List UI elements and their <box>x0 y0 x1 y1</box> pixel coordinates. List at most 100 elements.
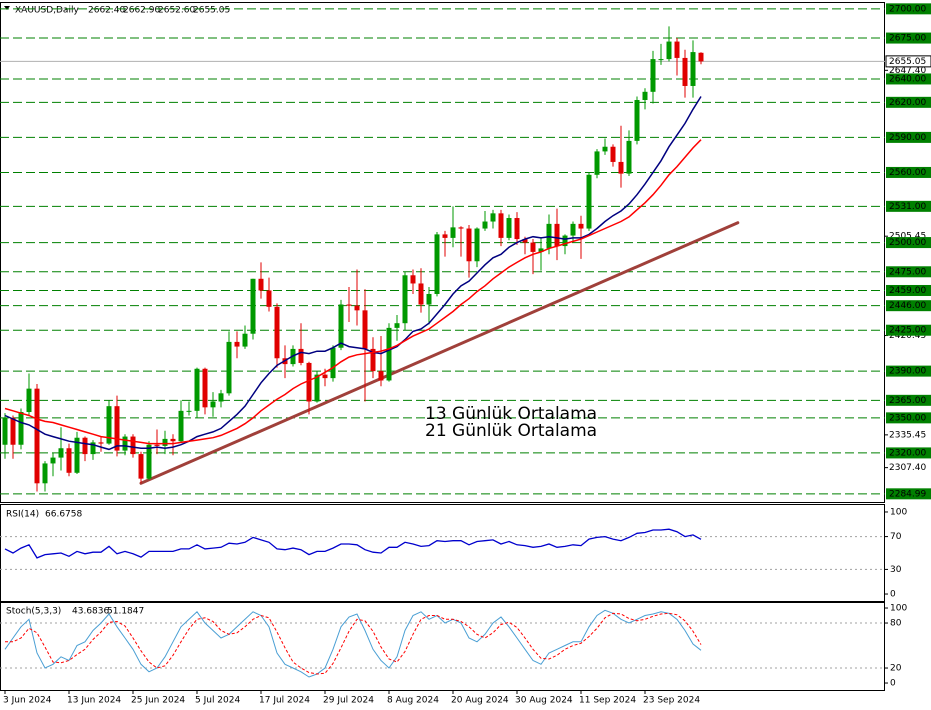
candle-body <box>34 388 40 484</box>
level-label-box <box>886 237 931 249</box>
header-value: 2655.05 <box>193 6 230 16</box>
candle-body <box>66 448 72 473</box>
candle-body <box>330 347 336 379</box>
candle-body <box>250 278 256 334</box>
candle-body <box>138 454 144 479</box>
candle-body <box>26 388 32 413</box>
x-tick-label: 5 Jul 2024 <box>195 696 240 706</box>
candle-body <box>474 228 480 262</box>
candle-body <box>106 406 112 444</box>
series-label: 13 Günlük Ortalama <box>425 404 597 424</box>
level-label-box <box>886 300 931 312</box>
candle-body <box>10 417 16 445</box>
candle-body <box>674 41 680 58</box>
header-value: 2662.90 <box>123 6 160 16</box>
candle-body <box>298 348 304 363</box>
level-label-box <box>886 412 931 424</box>
candle-body <box>610 146 616 162</box>
x-tick-label: 30 Aug 2024 <box>515 696 573 706</box>
candle-body <box>130 436 136 455</box>
level-label: 2560.00 <box>889 168 926 178</box>
candle-body <box>170 438 176 442</box>
price-panel-frame <box>0 2 885 503</box>
level-label: 2390.00 <box>889 367 926 377</box>
candle-body <box>498 213 504 238</box>
candle-body <box>146 444 152 479</box>
candle-body <box>338 304 344 348</box>
header-value: 2652.60 <box>158 6 195 16</box>
level-label-box <box>886 447 931 459</box>
level-label-box <box>886 166 931 178</box>
moving-average <box>4 139 702 445</box>
level-label: 2320.00 <box>889 448 926 458</box>
y-tick-label: 2647.40 <box>889 66 926 76</box>
header-marker <box>4 6 10 10</box>
level-label: 2700.00 <box>889 4 926 14</box>
last-price-label: 2655.05 <box>889 57 926 67</box>
moving-average <box>4 96 702 451</box>
candle-body <box>490 213 496 222</box>
candle-body <box>154 444 160 446</box>
candle-body <box>578 223 584 229</box>
candle-body <box>554 223 560 247</box>
level-label: 2350.00 <box>889 413 926 423</box>
rsi-title: RSI(14) <box>6 510 39 520</box>
candle-body <box>322 374 328 379</box>
y-tick-label: 30 <box>890 565 902 575</box>
stoch-title: Stoch(5,3,3) <box>6 607 61 617</box>
x-tick-label: 3 Jun 2024 <box>3 696 52 706</box>
trendline <box>139 221 740 485</box>
candle-body <box>346 304 352 306</box>
level-label: 2590.00 <box>889 133 926 143</box>
candle-body <box>162 438 168 446</box>
candle-body <box>42 463 48 484</box>
level-label-box <box>886 284 931 296</box>
level-label: 2500.00 <box>889 238 926 248</box>
level-label-box <box>886 131 931 143</box>
candle-body <box>690 52 696 86</box>
indicator-line <box>4 609 702 678</box>
candle-body <box>2 417 8 445</box>
candle-body <box>218 393 224 402</box>
level-label-box <box>886 73 931 85</box>
candle-body <box>618 161 624 174</box>
candle-body <box>378 371 384 381</box>
candle-body <box>658 59 664 61</box>
series-label: 21 Günlük Ortalama <box>425 421 597 441</box>
level-label-box <box>886 32 931 44</box>
x-tick-label: 17 Jul 2024 <box>259 696 310 706</box>
candle-body <box>50 457 56 464</box>
y-tick-label: 70 <box>890 532 902 542</box>
level-label-box <box>886 324 931 336</box>
candle-body <box>426 293 432 305</box>
level-label-box <box>886 200 931 212</box>
level-label-box <box>886 394 931 406</box>
level-label: 2365.00 <box>889 396 926 406</box>
candle-body <box>306 362 312 402</box>
chart-title: XAUUSD,Daily <box>15 6 79 16</box>
candle-body <box>602 146 608 152</box>
candle-body <box>650 59 656 92</box>
x-tick-label: 13 Jun 2024 <box>67 696 121 706</box>
level-label-box <box>886 365 931 377</box>
candle-body <box>482 221 488 229</box>
candle-body <box>210 401 216 408</box>
y-tick-label: 2420.45 <box>889 331 926 341</box>
level-label-box <box>886 488 931 500</box>
candle-body <box>386 327 392 381</box>
x-tick-label: 20 Aug 2024 <box>451 696 509 706</box>
x-tick-label: 23 Sep 2024 <box>643 696 700 706</box>
candle-body <box>226 341 232 394</box>
level-label: 2446.00 <box>889 301 926 311</box>
candle-body <box>82 437 88 455</box>
candle-body <box>266 290 272 307</box>
level-label-box <box>886 96 931 108</box>
rsi-last-value: 66.6758 <box>45 510 82 520</box>
y-tick-label: 100 <box>890 507 907 517</box>
candle-body <box>586 174 592 229</box>
candle-body <box>418 283 424 305</box>
candle-body <box>202 368 208 408</box>
y-tick-label: 0 <box>890 679 896 689</box>
